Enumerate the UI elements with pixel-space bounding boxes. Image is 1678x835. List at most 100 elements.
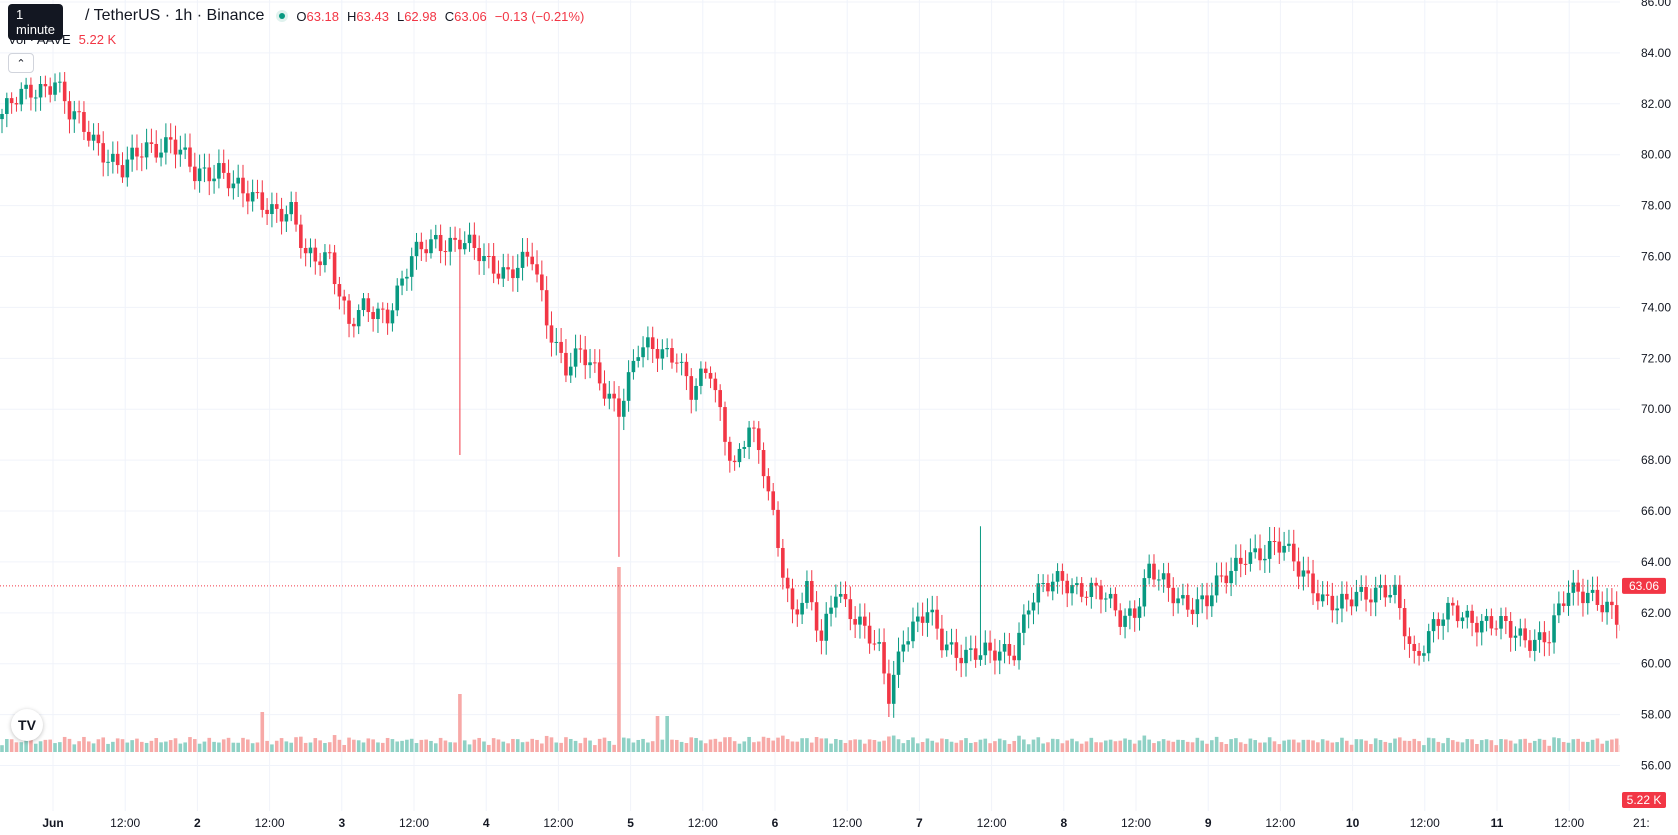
candle-body bbox=[1605, 601, 1609, 613]
volume-bar bbox=[5, 739, 9, 752]
candle-body bbox=[226, 172, 231, 189]
candle-body bbox=[694, 385, 698, 400]
volume-bar bbox=[930, 740, 935, 752]
volume-bar bbox=[655, 716, 660, 752]
candle-body bbox=[1306, 570, 1311, 574]
volume-bar bbox=[805, 738, 809, 752]
volume-bar bbox=[53, 743, 57, 752]
volume-bar bbox=[819, 738, 824, 752]
volume-bar bbox=[1320, 739, 1325, 752]
volume-bar bbox=[617, 567, 621, 752]
volume-bar bbox=[487, 744, 491, 752]
candle-body bbox=[487, 255, 491, 257]
candle-body bbox=[568, 366, 573, 376]
ohlc-item: O63.18 bbox=[296, 9, 339, 24]
volume-bar bbox=[1460, 742, 1465, 752]
candle-body bbox=[877, 642, 882, 644]
market-status-icon[interactable] bbox=[276, 10, 289, 22]
volume-bar bbox=[742, 741, 747, 752]
volume-bar bbox=[920, 742, 925, 752]
time-tick-label: 10 bbox=[1346, 816, 1360, 830]
ohlc-item: L62.98 bbox=[397, 9, 437, 24]
candle-body bbox=[525, 251, 530, 257]
candle-body bbox=[1436, 619, 1441, 626]
volume-bar bbox=[809, 742, 814, 752]
volume-bar bbox=[699, 740, 703, 752]
volume-bar bbox=[829, 743, 833, 752]
volume-bar bbox=[1383, 741, 1388, 752]
candle-body bbox=[1532, 639, 1537, 651]
volume-bar bbox=[858, 739, 862, 752]
candle-body bbox=[1412, 643, 1417, 651]
candle-body bbox=[805, 581, 809, 603]
volume-bar bbox=[564, 737, 568, 752]
volume-bar bbox=[1224, 744, 1229, 752]
candle-body bbox=[800, 602, 804, 615]
ohlc-value: 62.98 bbox=[404, 8, 437, 24]
volume-label[interactable]: Vol · AAVE bbox=[8, 32, 71, 47]
price-tick-label: 66.00 bbox=[1641, 504, 1671, 518]
candle-body bbox=[684, 361, 689, 377]
volume-bar bbox=[48, 739, 52, 752]
candle-body bbox=[1359, 586, 1364, 592]
volume-bar bbox=[434, 743, 438, 752]
volume-bar bbox=[1504, 739, 1508, 752]
candle-body bbox=[593, 362, 597, 364]
tradingview-logo-icon[interactable]: TV bbox=[11, 709, 43, 741]
candle-body bbox=[588, 362, 592, 366]
candle-body bbox=[718, 390, 722, 408]
volume-bar bbox=[1595, 738, 1600, 752]
volume-bar bbox=[443, 740, 448, 752]
candle-body bbox=[1561, 603, 1566, 606]
volume-value: 5.22 K bbox=[78, 32, 117, 47]
volume-bar bbox=[1571, 739, 1576, 752]
candle-body bbox=[1224, 575, 1229, 584]
volume-bar bbox=[1316, 742, 1320, 752]
volume-bar bbox=[168, 740, 173, 752]
volume-bar bbox=[535, 739, 539, 752]
candle-body bbox=[1243, 563, 1248, 565]
volume-bar bbox=[964, 738, 968, 752]
candle-body bbox=[549, 325, 554, 343]
volume-bar bbox=[414, 743, 419, 752]
candle-body bbox=[935, 609, 939, 629]
candle-body bbox=[925, 612, 930, 623]
candle-body bbox=[1484, 616, 1489, 621]
volume-bar bbox=[1031, 739, 1036, 752]
candle-body bbox=[809, 581, 814, 603]
volume-bar bbox=[356, 740, 361, 752]
volume-bar bbox=[1470, 739, 1474, 752]
volume-legend: Vol · AAVE 5.22 K bbox=[8, 32, 116, 47]
volume-bar bbox=[670, 739, 674, 752]
volume-bar bbox=[1253, 740, 1257, 752]
volume-bar bbox=[1436, 741, 1441, 752]
volume-bar bbox=[197, 743, 202, 752]
candle-body bbox=[159, 152, 163, 158]
price-tick-label: 80.00 bbox=[1641, 148, 1671, 162]
candle-body bbox=[1576, 582, 1580, 592]
volume-bar bbox=[646, 742, 650, 752]
volume-bar bbox=[1238, 742, 1243, 752]
volume-bar bbox=[139, 741, 144, 752]
candle-body bbox=[911, 621, 915, 642]
candle-body bbox=[318, 261, 322, 266]
volume-bar bbox=[935, 742, 939, 752]
candle-body bbox=[1470, 610, 1474, 623]
symbol-title[interactable]: / TetherUS · 1h · Binance bbox=[85, 7, 265, 24]
candle-body bbox=[24, 84, 28, 89]
volume-bar bbox=[1128, 739, 1132, 752]
volume-bar bbox=[111, 741, 115, 752]
candle-body bbox=[949, 642, 954, 645]
volume-bar bbox=[993, 741, 997, 752]
candle-body bbox=[1537, 632, 1542, 640]
candle-body bbox=[246, 193, 250, 202]
candle-body bbox=[496, 273, 501, 279]
candle-body bbox=[1282, 545, 1286, 553]
candle-body bbox=[1277, 541, 1282, 553]
volume-bar bbox=[1113, 741, 1118, 752]
collapse-legend-button[interactable]: ⌃ bbox=[8, 53, 34, 73]
volume-bar bbox=[660, 739, 665, 752]
volume-bar bbox=[453, 742, 457, 752]
volume-bar bbox=[602, 737, 607, 752]
